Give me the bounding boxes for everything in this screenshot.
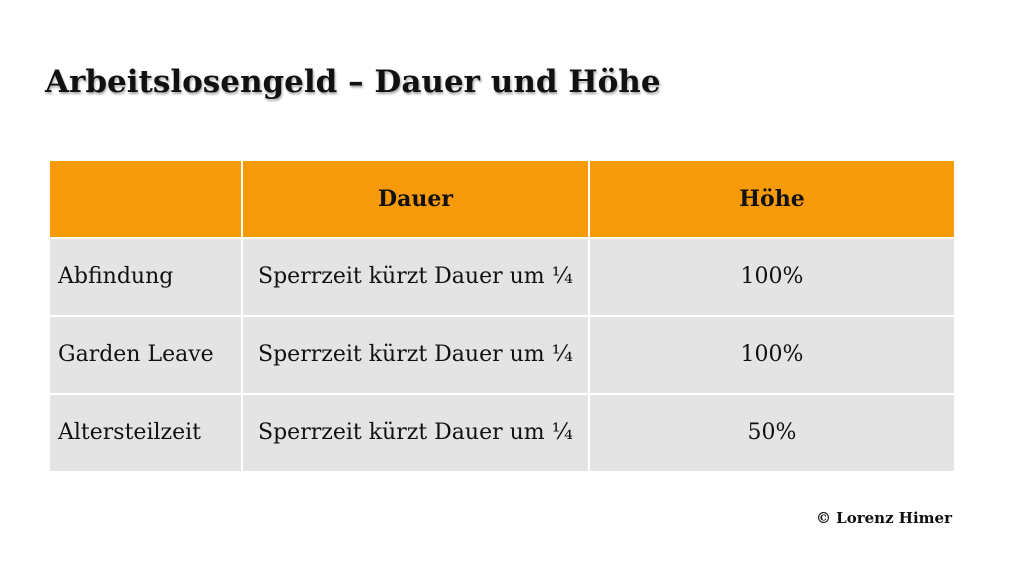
hoehe-cell: 100% (588, 237, 956, 317)
hoehe-cell: 50% (588, 393, 956, 473)
header-cell-dauer: Dauer (241, 159, 590, 239)
copyright-notice: © Lorenz Himer (815, 509, 952, 527)
dauer-cell: Sperrzeit kürzt Dauer um ¼ (241, 237, 590, 317)
table-row: Altersteilzeit Sperrzeit kürzt Dauer um … (48, 393, 956, 473)
table-row: Garden Leave Sperrzeit kürzt Dauer um ¼ … (48, 315, 956, 395)
data-table: Dauer Höhe Abfindung Sperrzeit kürzt Dau… (48, 159, 956, 473)
table-header-row: Dauer Höhe (48, 159, 956, 239)
row-label: Garden Leave (48, 315, 243, 395)
header-cell-empty (48, 159, 243, 239)
row-label: Altersteilzeit (48, 393, 243, 473)
header-cell-hoehe: Höhe (588, 159, 956, 239)
hoehe-cell: 100% (588, 315, 956, 395)
slide-title: Arbeitslosengeld – Dauer und Höhe (45, 64, 661, 100)
dauer-cell: Sperrzeit kürzt Dauer um ¼ (241, 393, 590, 473)
dauer-cell: Sperrzeit kürzt Dauer um ¼ (241, 315, 590, 395)
row-label: Abfindung (48, 237, 243, 317)
table-row: Abfindung Sperrzeit kürzt Dauer um ¼ 100… (48, 237, 956, 317)
